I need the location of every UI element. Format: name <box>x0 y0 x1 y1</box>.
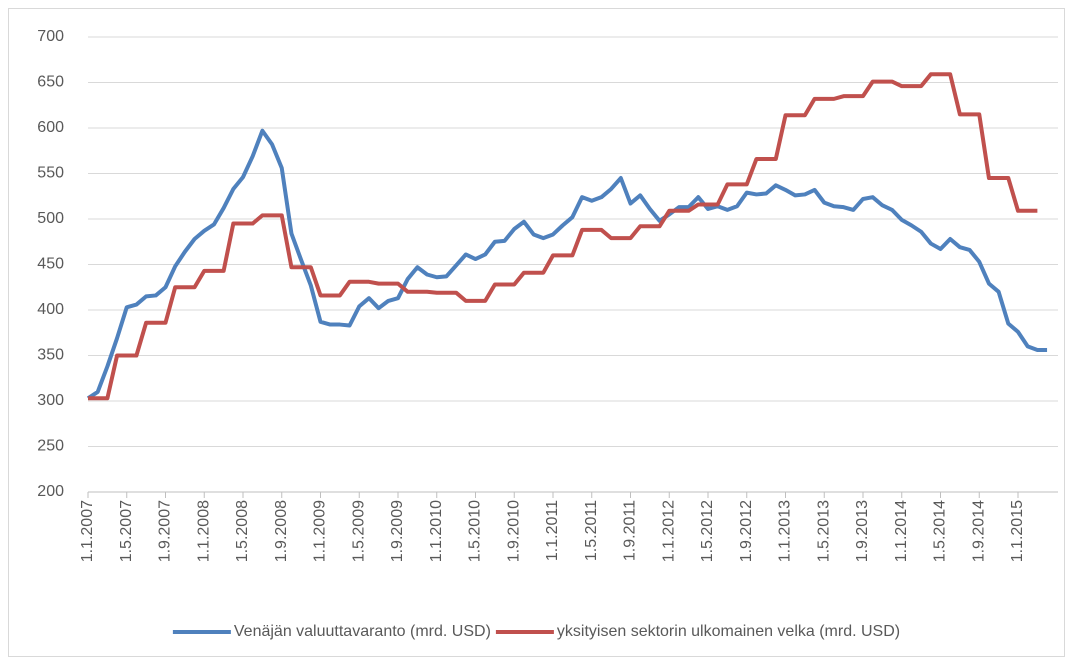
x-tick-label: 1.5.2013 <box>815 500 832 562</box>
series-line <box>86 128 1048 400</box>
x-tick-label: 1.1.2012 <box>660 500 677 562</box>
y-tick-label: 350 <box>37 347 64 364</box>
x-tick-label: 1.1.2010 <box>428 500 445 562</box>
y-tick-label: 250 <box>37 438 64 455</box>
y-tick-label: 550 <box>37 165 64 182</box>
x-tick-label: 1.5.2008 <box>234 500 251 562</box>
x-tick-label: 1.5.2007 <box>118 500 135 562</box>
x-tick-label: 1.5.2011 <box>583 500 600 561</box>
chart-border <box>8 8 1065 657</box>
x-tick-label: 1.9.2009 <box>389 500 406 562</box>
x-tick-label: 1.5.2010 <box>467 500 484 562</box>
x-tick-label: 1.1.2008 <box>195 500 212 562</box>
x-tick-label: 1.5.2014 <box>932 500 949 562</box>
x-tick-label: 1.9.2014 <box>970 500 987 562</box>
y-tick-label: 600 <box>37 119 64 136</box>
legend: Venäjän valuuttavaranto (mrd. USD) yksity… <box>172 623 900 640</box>
x-tick-label: 1.9.2008 <box>273 500 290 562</box>
x-tick-label: 1.9.2010 <box>505 500 522 562</box>
x-tick-label: 1.9.2007 <box>157 500 174 562</box>
x-tick-label: 1.9.2012 <box>738 500 755 562</box>
y-tick-label: 650 <box>37 74 64 91</box>
y-tick-label: 400 <box>37 301 64 318</box>
x-tick-label: 1.5.2012 <box>699 500 716 562</box>
x-tick-label: 1.1.2015 <box>1009 500 1026 562</box>
y-tick-label: 450 <box>37 256 64 273</box>
y-tick-label: 700 <box>37 28 64 45</box>
x-tick-label: 1.1.2011 <box>544 500 561 561</box>
legend-label: yksityisen sektorin ulkomainen velka (mr… <box>557 623 900 640</box>
x-tick-label: 1.1.2013 <box>777 500 794 562</box>
x-tick-label: 1.5.2009 <box>350 500 367 562</box>
y-tick-label: 500 <box>37 210 64 227</box>
x-tick-label: 1.1.2009 <box>312 500 329 562</box>
y-tick-label: 300 <box>37 392 64 409</box>
legend-label: Venäjän valuuttavaranto (mrd. USD) <box>234 623 491 640</box>
x-tick-label: 1.9.2013 <box>854 500 871 562</box>
x-tick-label: 1.9.2011 <box>622 500 639 561</box>
x-tick-label: 1.1.2007 <box>79 500 96 562</box>
y-tick-label: 200 <box>37 483 64 500</box>
series-line <box>88 72 1038 401</box>
x-tick-label: 1.1.2014 <box>893 500 910 562</box>
